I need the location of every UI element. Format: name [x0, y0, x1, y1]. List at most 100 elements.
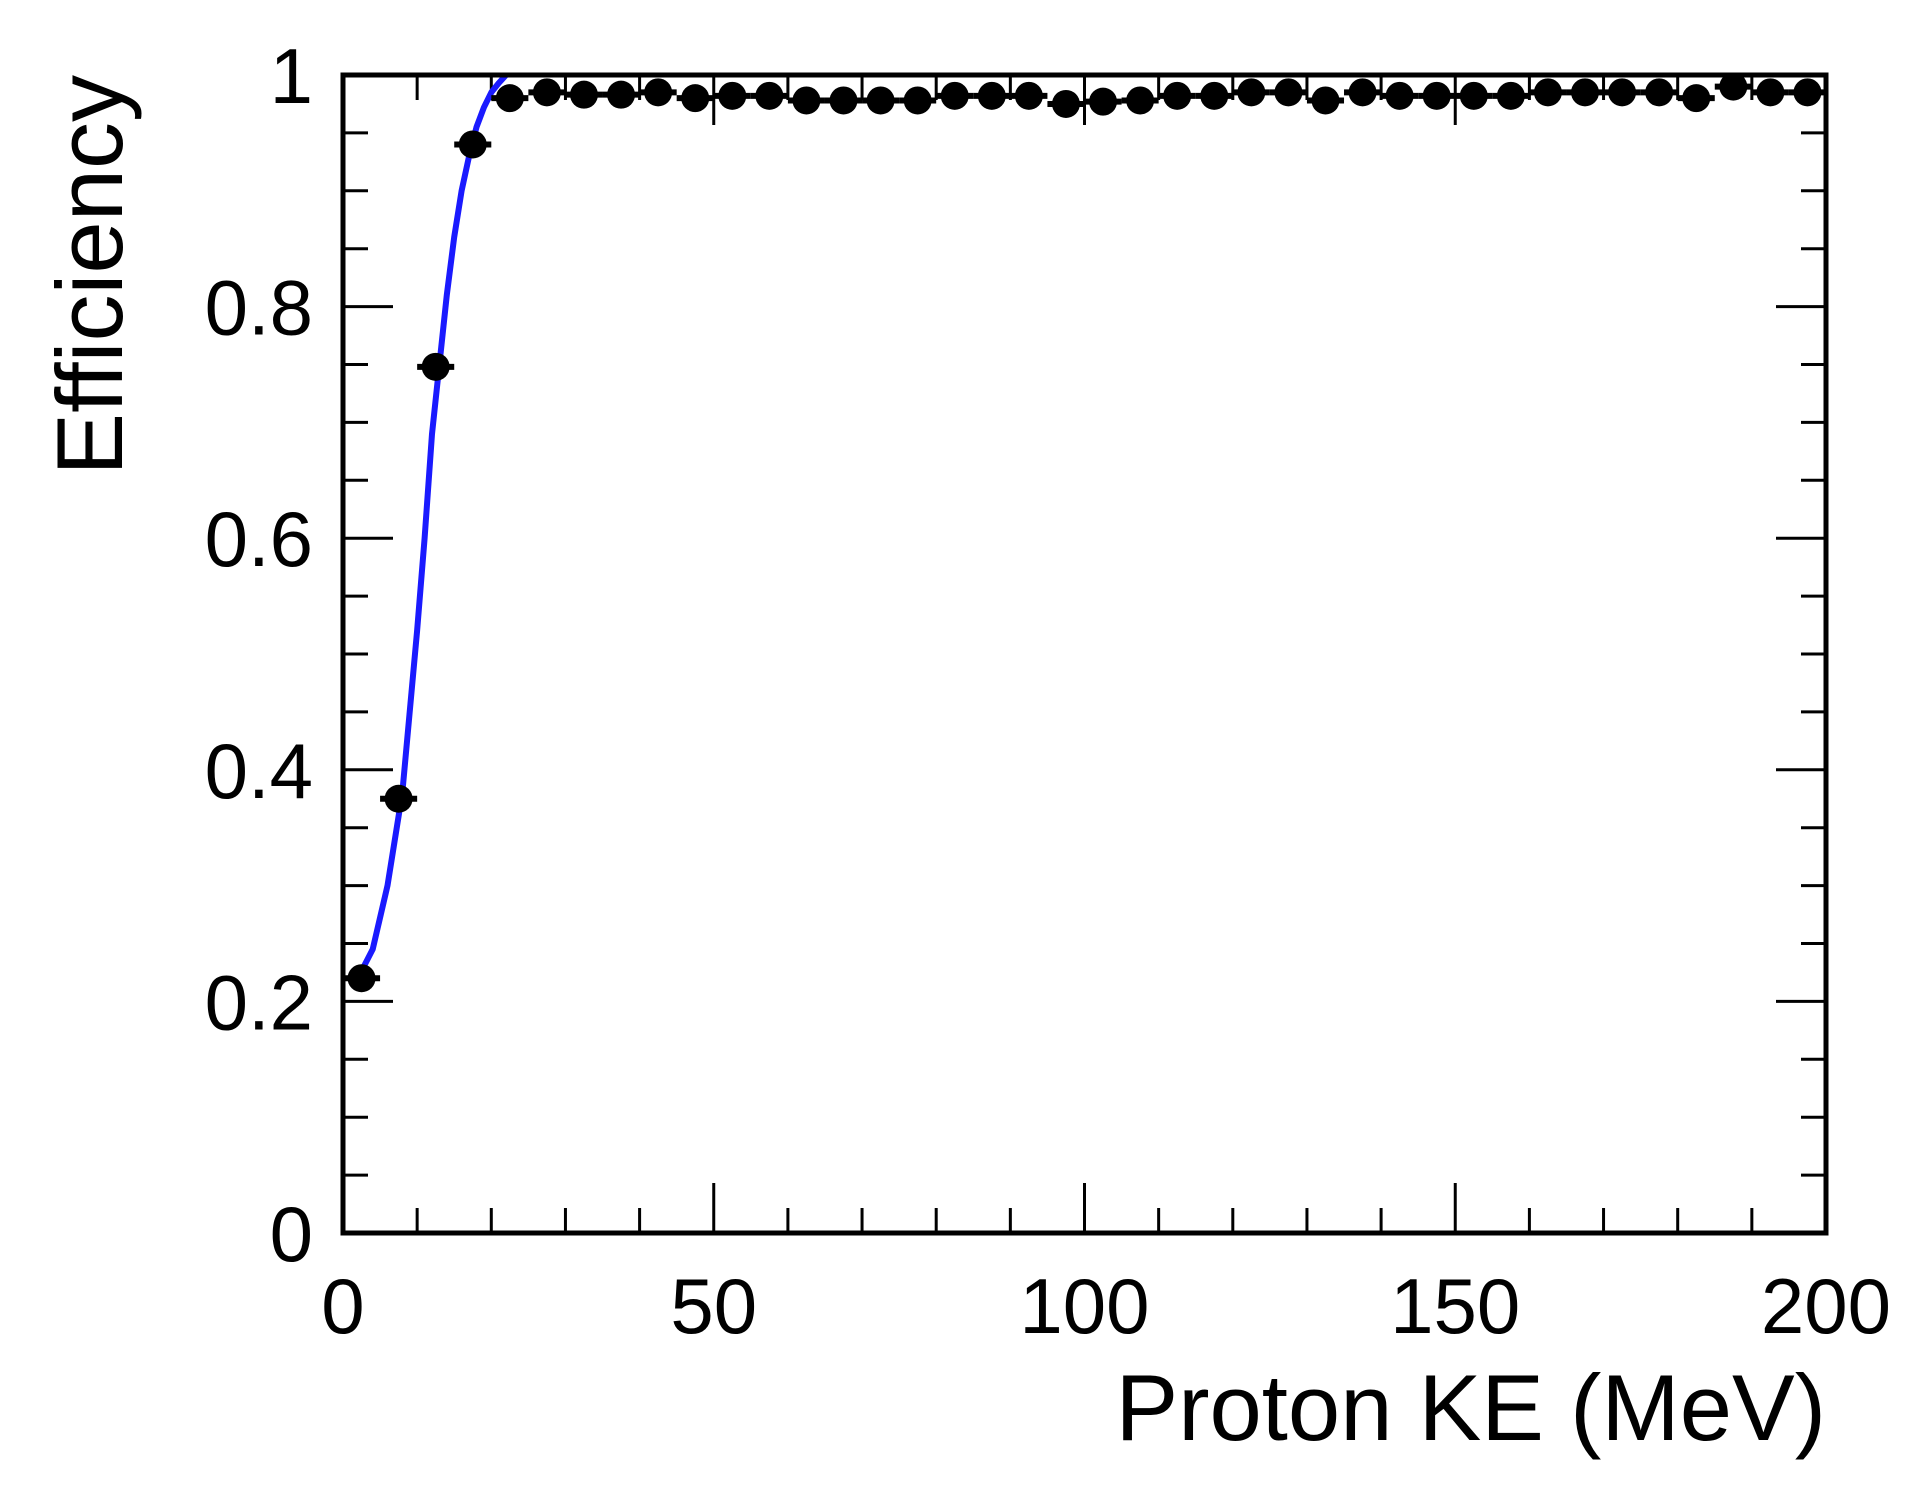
- data-point: [1788, 78, 1826, 107]
- data-point: [602, 80, 640, 109]
- data-marker: [1608, 78, 1637, 107]
- data-marker: [1496, 81, 1525, 110]
- data-point: [1121, 86, 1159, 115]
- y-tick-label: 0.2: [205, 958, 313, 1046]
- data-point: [1084, 87, 1122, 116]
- data-point: [862, 86, 900, 115]
- y-tick-label: 0.8: [205, 264, 313, 352]
- data-point: [1010, 81, 1048, 110]
- data-marker: [1719, 72, 1748, 101]
- fit-curve-line: [355, 72, 509, 980]
- data-point: [1158, 81, 1196, 110]
- data-marker: [1533, 78, 1562, 107]
- data-point: [528, 78, 566, 107]
- data-point: [1232, 78, 1270, 107]
- data-marker: [1089, 87, 1118, 116]
- data-marker: [1756, 78, 1785, 107]
- data-point: [1492, 81, 1530, 110]
- data-point: [417, 352, 455, 381]
- data-marker: [792, 86, 821, 115]
- data-point: [1381, 81, 1419, 110]
- data-point: [676, 84, 714, 113]
- data-point: [380, 784, 418, 813]
- data-point: [1603, 78, 1641, 107]
- data-point: [491, 84, 529, 113]
- tick-labels: 0 50 100 150 200 0 0.2 0.4 0.6 0.8 1: [205, 32, 1892, 1350]
- x-tick-label: 0: [321, 1262, 364, 1350]
- y-tick-label: 0: [270, 1190, 313, 1278]
- data-point: [1195, 81, 1233, 110]
- data-point: [1306, 86, 1345, 115]
- data-point: [1418, 81, 1456, 110]
- data-marker: [940, 81, 969, 110]
- data-point: [1455, 81, 1493, 110]
- data-marker: [384, 784, 413, 813]
- x-tick-label: 200: [1761, 1262, 1891, 1350]
- data-marker: [977, 81, 1006, 110]
- data-marker: [607, 80, 636, 109]
- data-marker: [681, 84, 710, 113]
- data-point: [565, 80, 603, 109]
- data-marker: [1200, 81, 1229, 110]
- x-axis-title: Proton KE (MeV): [1116, 1355, 1826, 1460]
- data-point: [1047, 89, 1085, 118]
- data-point: [787, 86, 825, 115]
- plot-frame: [340, 72, 1829, 1236]
- data-point: [639, 78, 677, 107]
- data-point: [1529, 78, 1567, 107]
- data-marker: [1571, 78, 1600, 107]
- data-marker: [1645, 78, 1674, 107]
- data-marker: [644, 78, 673, 107]
- data-marker: [458, 130, 487, 159]
- x-tick-label: 50: [670, 1262, 757, 1350]
- data-marker: [532, 78, 561, 107]
- data-marker: [1682, 84, 1711, 113]
- data-marker: [1385, 81, 1414, 110]
- data-point: [1344, 78, 1382, 107]
- x-tick-label: 100: [1019, 1262, 1149, 1350]
- data-points-layer: [343, 72, 1826, 993]
- data-marker: [495, 84, 524, 113]
- y-axis-title: Efficiency: [37, 75, 142, 476]
- data-point: [343, 964, 381, 993]
- data-marker: [866, 86, 895, 115]
- data-marker: [755, 81, 784, 110]
- data-point: [1714, 72, 1752, 101]
- data-marker: [1237, 78, 1266, 107]
- data-marker: [829, 86, 858, 115]
- data-marker: [1793, 78, 1822, 107]
- data-marker: [1051, 89, 1080, 118]
- data-marker: [1274, 78, 1303, 107]
- data-marker: [569, 80, 598, 109]
- data-marker: [903, 86, 932, 115]
- data-point: [750, 81, 788, 110]
- data-marker: [1422, 81, 1451, 110]
- data-point: [1269, 78, 1307, 107]
- y-tick-label: 0.4: [205, 727, 313, 815]
- data-point: [1677, 84, 1715, 113]
- data-marker: [1014, 81, 1043, 110]
- data-marker: [421, 352, 450, 381]
- data-marker: [1163, 81, 1192, 110]
- data-point: [1566, 78, 1604, 107]
- y-tick-label: 0.6: [205, 495, 313, 583]
- y-tick-label: 1: [270, 32, 313, 120]
- data-point: [936, 81, 974, 110]
- data-marker: [1459, 81, 1488, 110]
- data-point: [1751, 78, 1789, 107]
- data-point: [973, 81, 1011, 110]
- x-tick-label: 150: [1390, 1262, 1520, 1350]
- data-marker: [347, 964, 376, 993]
- data-point: [713, 81, 751, 110]
- data-point: [1640, 78, 1678, 107]
- fit-curve-layer: [355, 72, 509, 980]
- data-marker: [1348, 78, 1377, 107]
- data-point: [454, 130, 492, 159]
- data-point: [899, 86, 937, 115]
- data-marker: [718, 81, 747, 110]
- data-point: [824, 86, 863, 115]
- data-marker: [1126, 86, 1155, 115]
- data-marker: [1311, 86, 1340, 115]
